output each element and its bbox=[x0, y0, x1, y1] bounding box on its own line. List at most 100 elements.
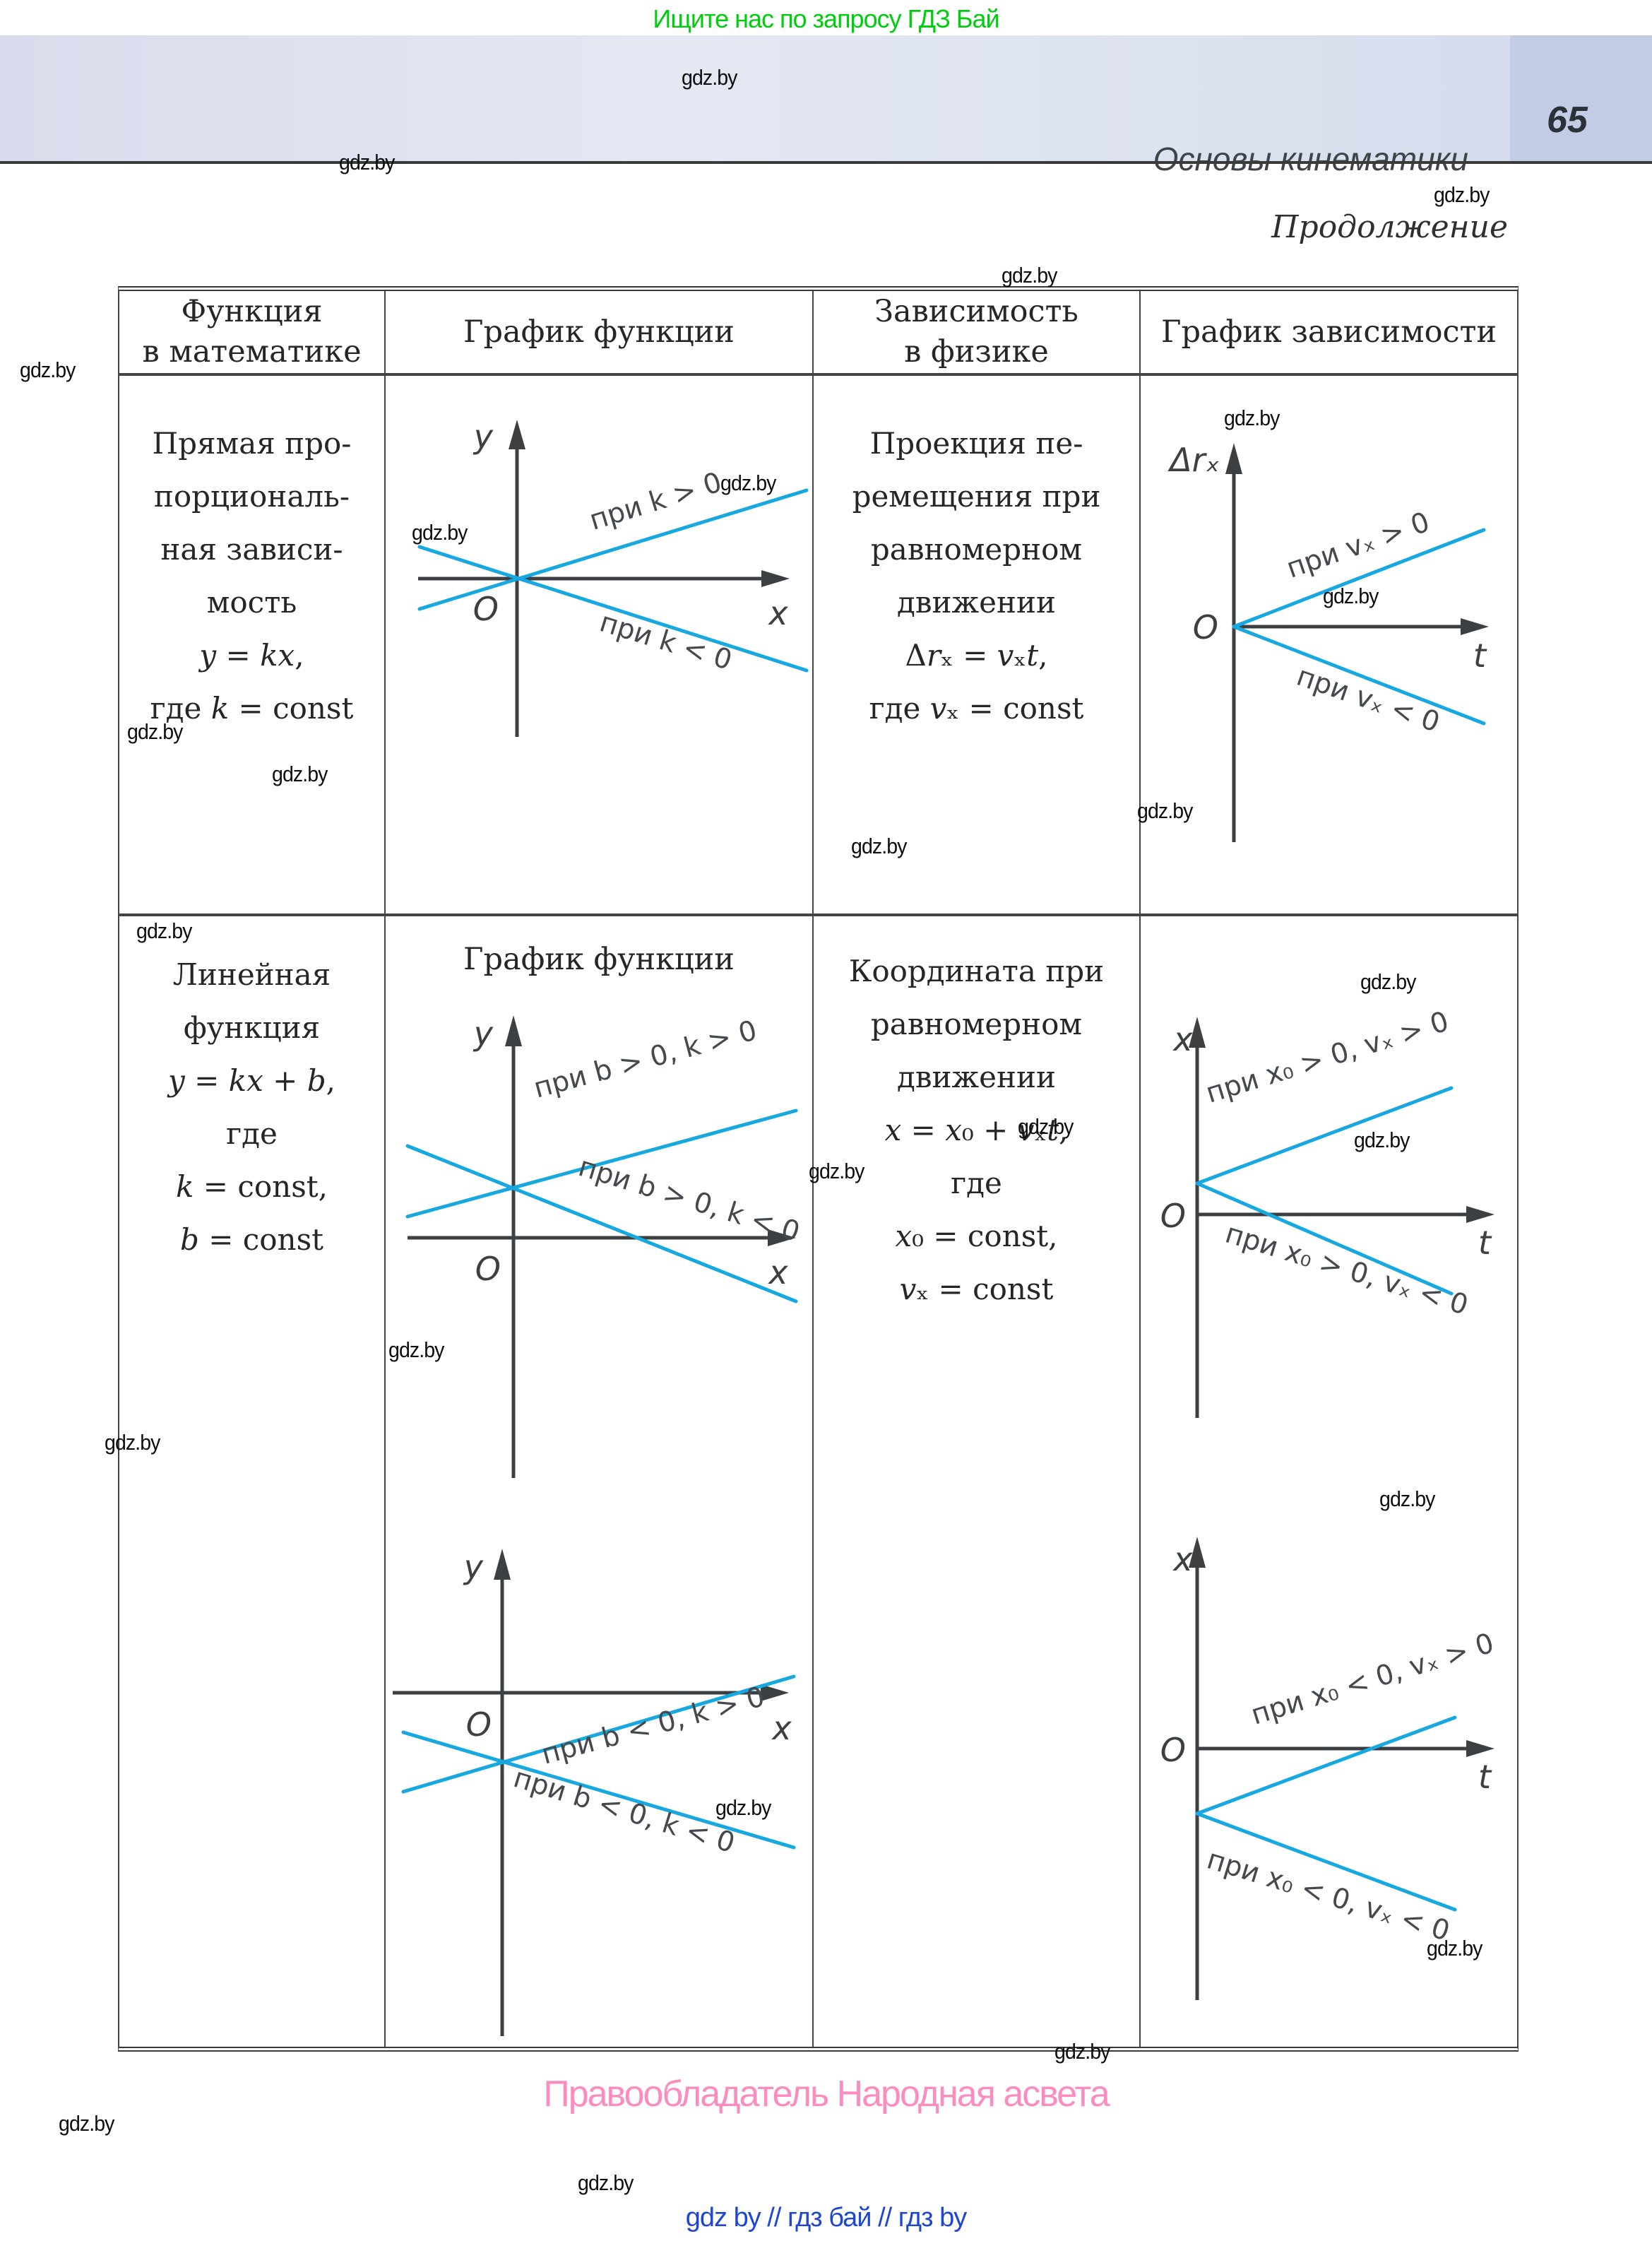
y-axis-arrow-icon bbox=[1189, 1017, 1206, 1048]
cell-linear-function-text: Линейная функция y = kx + b, где k = con… bbox=[119, 916, 386, 2047]
watermark: gdz.by bbox=[339, 150, 395, 175]
watermark: gdz.by bbox=[1054, 2039, 1110, 2064]
line-k-negative bbox=[417, 545, 809, 673]
chapter-title: Основы кинематики bbox=[1153, 141, 1468, 177]
watermark: gdz.by bbox=[127, 719, 183, 744]
graph-b-positive-and-negative: y x O при b > 0, k > 0 при b > 0, k < 0 … bbox=[393, 1015, 804, 2036]
text-line: движении bbox=[897, 1060, 1056, 1094]
line-vx-positive bbox=[1232, 528, 1486, 629]
watermark: gdz.by bbox=[412, 520, 468, 545]
line-x0-neg-vx-pos bbox=[1195, 1715, 1457, 1816]
watermark: gdz.by bbox=[851, 834, 907, 858]
promo-banner: Ищите нас по запросу ГДЗ Бай bbox=[653, 4, 999, 33]
line-b-neg-k-neg bbox=[401, 1730, 796, 1850]
copyright-text: Правообладатель Народная асвета bbox=[543, 2074, 1110, 2115]
text-line: мость bbox=[206, 585, 297, 620]
formula-line: vₓ = const bbox=[899, 1272, 1054, 1306]
text-line: движении bbox=[897, 585, 1056, 620]
y-axis-arrow-icon bbox=[1225, 443, 1242, 474]
formula-line: k = const, bbox=[176, 1169, 328, 1204]
watermark: gdz.by bbox=[682, 65, 737, 90]
formula-line: где k = const bbox=[150, 691, 354, 726]
header-band: Основы кинематики 65 bbox=[0, 35, 1652, 177]
y-axis-label: y bbox=[463, 1548, 484, 1586]
watermark: gdz.by bbox=[136, 918, 192, 943]
text-line: равномерном bbox=[870, 1007, 1083, 1041]
y-axis-arrow-icon bbox=[494, 1549, 511, 1580]
watermark: gdz.by bbox=[1002, 263, 1057, 288]
watermark: gdz.by bbox=[59, 2111, 114, 2136]
x-axis-label: x bbox=[767, 594, 788, 632]
label-k-negative: при k < 0 bbox=[596, 606, 736, 676]
formula-line: b = const bbox=[179, 1222, 324, 1257]
y-axis-label: x bbox=[1172, 1540, 1193, 1578]
line-b-neg-k-pos bbox=[401, 1674, 796, 1794]
graph-kx: y x O при k > 0 при k < 0 bbox=[417, 418, 809, 737]
cell-displacement-projection-text: Проекция пе- ремещения при равномерном д… bbox=[814, 376, 1141, 916]
origin-label: O bbox=[1160, 1731, 1186, 1769]
text-line: ная зависи- bbox=[160, 532, 343, 567]
origin-label: O bbox=[1160, 1197, 1186, 1235]
x-axis-arrow-icon bbox=[1466, 1206, 1494, 1223]
header-rule bbox=[0, 161, 1652, 164]
cell-coordinate-uniform-motion-text: Координата при равномерном движении x = … bbox=[814, 916, 1141, 2047]
watermark: gdz.by bbox=[20, 357, 76, 382]
x-axis-label: x bbox=[767, 1253, 788, 1291]
y-axis-arrow-icon bbox=[1189, 1537, 1206, 1568]
header-line: Зависимость bbox=[874, 294, 1078, 330]
formula-line: Δrₓ = vₓt, bbox=[905, 638, 1048, 673]
formula-line: y = kx, bbox=[199, 638, 304, 673]
line-b-pos-k-neg bbox=[405, 1144, 798, 1303]
header-function-math: Функция в математике bbox=[119, 291, 386, 376]
text-line: Проекция пе- bbox=[869, 426, 1083, 461]
x-axis-arrow-icon bbox=[761, 570, 790, 587]
line-b-pos-k-pos bbox=[405, 1108, 798, 1219]
watermark: gdz.by bbox=[1323, 584, 1379, 608]
watermark: gdz.by bbox=[272, 762, 328, 786]
header-function-graph: График функции bbox=[386, 291, 814, 376]
label-x0-neg-vx-pos: при x₀ < 0, vₓ > 0 bbox=[1247, 1627, 1497, 1731]
watermark: gdz.by bbox=[105, 1430, 160, 1455]
text-line: ремещения при bbox=[852, 479, 1101, 514]
x-axis-arrow-icon bbox=[1461, 618, 1489, 635]
formula-line: y = kx + b, bbox=[168, 1063, 335, 1098]
line-x0-pos-vx-pos bbox=[1195, 1086, 1454, 1185]
watermark: gdz.by bbox=[809, 1159, 864, 1183]
page-number: 65 bbox=[1547, 100, 1588, 141]
header-line: в физике bbox=[904, 334, 1049, 369]
label-x0-pos-vx-pos: при x₀ > 0, vₓ > 0 bbox=[1202, 1005, 1452, 1109]
watermark: gdz.by bbox=[1224, 406, 1280, 430]
watermark: gdz.by bbox=[1018, 1114, 1074, 1139]
line-x0-pos-vx-neg bbox=[1195, 1181, 1454, 1296]
text-line: где bbox=[226, 1116, 278, 1151]
line-k-positive bbox=[417, 488, 809, 611]
text-line: где bbox=[951, 1166, 1002, 1200]
graph-drx: Δrₓ t O при vₓ > 0 при vₓ < 0 bbox=[1167, 441, 1489, 842]
cell-graph-kx: y x O при k > 0 при k < 0 bbox=[386, 376, 814, 916]
watermark: gdz.by bbox=[388, 1337, 444, 1362]
cell-graphs-linear: График функции y x O при b > 0, k > 0 пр… bbox=[386, 916, 814, 2047]
label-vx-positive: при vₓ > 0 bbox=[1283, 507, 1434, 585]
continuation-label: Продолжение bbox=[1271, 209, 1508, 245]
y-axis-arrow-icon bbox=[509, 420, 525, 449]
cell-graph-drx: Δrₓ t O при vₓ > 0 при vₓ < 0 bbox=[1141, 376, 1517, 916]
y-axis-label: y bbox=[473, 418, 494, 456]
watermark: gdz.by bbox=[720, 471, 776, 495]
label-b-pos-k-neg: при b > 0, k < 0 bbox=[575, 1151, 804, 1248]
x-axis-arrow-icon bbox=[761, 1684, 789, 1701]
header-line: График функции bbox=[463, 314, 735, 350]
page-number-box: 65 bbox=[1510, 35, 1652, 161]
label-b-neg-k-neg: при b < 0, k < 0 bbox=[510, 1762, 739, 1859]
y-axis-arrow-icon bbox=[505, 1015, 522, 1046]
y-axis-label: Δrₓ bbox=[1167, 441, 1220, 479]
origin-label: O bbox=[473, 590, 499, 628]
graph-x0-positive-and-negative: x t O при x₀ > 0, vₓ > 0 при x₀ > 0, vₓ … bbox=[1160, 1005, 1497, 2000]
x-axis-label: x bbox=[771, 1709, 792, 1747]
watermark: gdz.by bbox=[1379, 1486, 1435, 1511]
formula-line: x₀ = const, bbox=[895, 1219, 1058, 1253]
line-x0-neg-vx-neg bbox=[1195, 1811, 1457, 1912]
footer-links[interactable]: gdz by // гдз бай // гдз by bbox=[685, 2203, 967, 2233]
y-axis-label: y bbox=[473, 1015, 494, 1053]
x-axis-label: t bbox=[1473, 637, 1487, 675]
